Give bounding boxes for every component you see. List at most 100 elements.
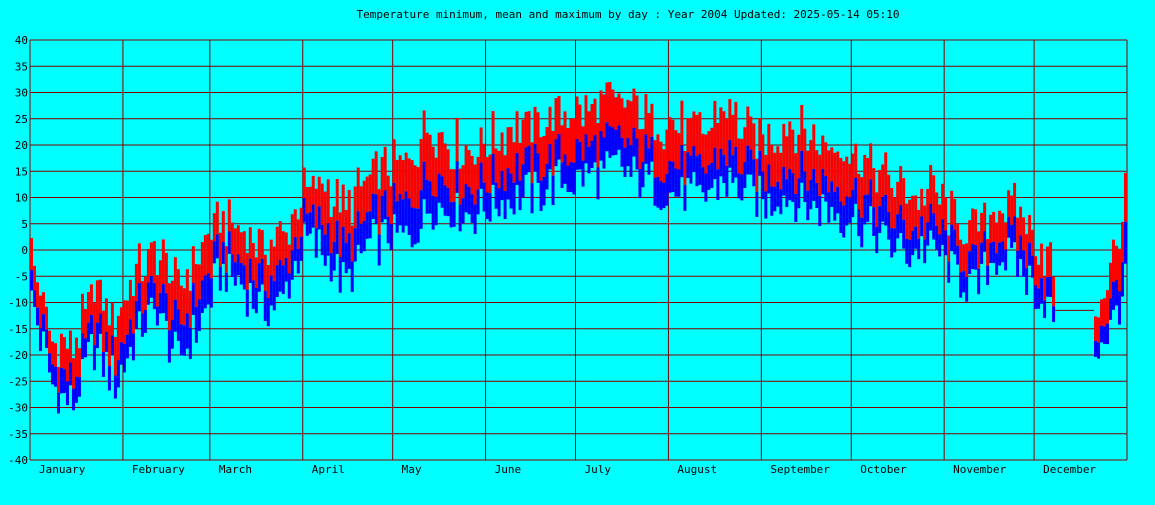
bar-min <box>44 329 48 349</box>
bar-min <box>695 156 699 187</box>
bar-max <box>383 146 387 191</box>
bar-min <box>1001 241 1005 263</box>
y-tick-label: -15 <box>8 323 28 336</box>
bar-max <box>74 337 78 377</box>
bar-max <box>596 123 600 168</box>
bar-max <box>524 111 528 148</box>
bar-min <box>977 268 981 295</box>
bar-max <box>1007 190 1011 217</box>
bar-min <box>329 253 333 282</box>
bar-max <box>902 178 906 220</box>
bar-max <box>125 300 129 335</box>
bar-min <box>245 289 249 317</box>
bar-min <box>674 168 678 197</box>
bar-min <box>512 182 516 215</box>
bar-max <box>335 179 339 221</box>
bar-min <box>968 251 972 275</box>
bar-min <box>746 145 750 175</box>
bar-min <box>785 179 789 208</box>
bar-max <box>92 303 96 346</box>
bar-max <box>932 175 936 214</box>
bar-max <box>218 232 222 268</box>
bar-min <box>536 153 540 183</box>
month-label: January <box>39 463 86 476</box>
bar-max <box>296 219 300 249</box>
bar-min <box>1040 278 1044 304</box>
bar-min <box>647 148 651 175</box>
bar-max <box>701 133 705 168</box>
bar-min <box>113 375 117 399</box>
bar-min <box>383 190 387 220</box>
bar-min <box>188 327 192 360</box>
bar-min <box>848 197 852 223</box>
bar-max <box>989 214 993 243</box>
bar-max <box>950 190 954 225</box>
bar-min <box>890 228 894 258</box>
y-tick-label: 20 <box>15 139 28 152</box>
month-label: October <box>860 463 907 476</box>
bar-max <box>704 134 708 174</box>
bar-min <box>248 258 252 283</box>
y-tick-label: -10 <box>8 297 28 310</box>
bar-max <box>155 275 159 307</box>
bar-min <box>401 199 405 233</box>
bar-max <box>503 155 507 192</box>
bar-max <box>398 155 402 194</box>
bar-min <box>830 181 834 208</box>
bar-min <box>38 328 42 352</box>
bar-max <box>959 239 963 273</box>
bar-min <box>782 167 786 196</box>
bar-min <box>203 275 207 309</box>
bar-min <box>539 180 543 212</box>
bar-max <box>161 239 165 285</box>
bar-max <box>785 136 789 180</box>
bar-min <box>737 173 741 199</box>
bar-min <box>767 164 771 194</box>
bar-min <box>197 299 201 332</box>
bar-min <box>581 160 585 187</box>
bar-max <box>464 145 468 185</box>
bar-min <box>233 262 237 286</box>
bar-max <box>86 292 90 323</box>
bar-min <box>923 239 927 264</box>
y-tick-label: -20 <box>8 349 28 362</box>
bar-min <box>446 187 450 217</box>
bar-max <box>731 114 735 156</box>
bar-min <box>854 178 858 204</box>
bar-max <box>725 118 729 166</box>
bar-max <box>392 139 396 183</box>
bar-min <box>104 331 108 353</box>
bar-min <box>938 234 942 257</box>
bar-max <box>188 290 192 328</box>
bar-max <box>887 174 891 212</box>
bar-max <box>227 199 231 232</box>
bar-max <box>821 135 825 170</box>
bar-min <box>548 144 552 170</box>
bar-min <box>488 193 492 222</box>
bar-max <box>329 216 333 254</box>
bar-max <box>389 186 393 224</box>
bar-min <box>254 287 258 314</box>
bar-max <box>674 130 678 169</box>
bar-max <box>137 243 141 283</box>
bar-min <box>1052 306 1056 323</box>
bar-max <box>953 198 957 230</box>
bar-max <box>917 209 921 239</box>
bar-min <box>176 309 180 342</box>
bar-min <box>290 250 294 280</box>
bar-max <box>845 156 849 197</box>
bar-min <box>359 223 363 254</box>
bar-max <box>992 211 996 242</box>
chart-title: Temperature minimum, mean and maximum by… <box>356 8 899 21</box>
bar-min <box>857 209 861 237</box>
bar-min <box>311 204 315 228</box>
bar-min <box>758 150 762 176</box>
bar-max <box>1034 256 1038 286</box>
bar-min <box>302 197 306 223</box>
bar-max <box>818 154 822 197</box>
bar-min <box>128 319 132 347</box>
bar-max <box>980 212 984 243</box>
bar-min <box>98 313 102 334</box>
y-tick-label: 15 <box>15 165 28 178</box>
